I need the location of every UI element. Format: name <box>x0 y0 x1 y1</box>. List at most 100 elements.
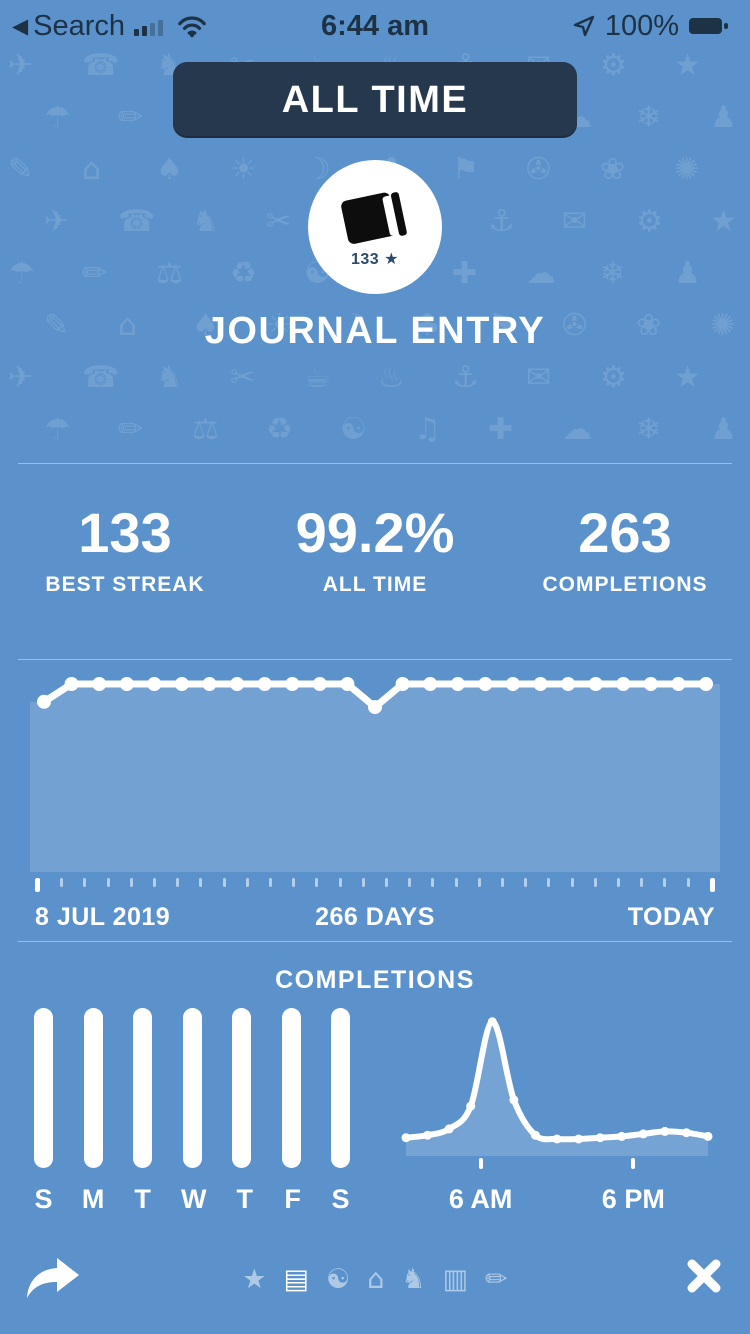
cellular-signal-icon <box>134 20 164 36</box>
weekday-label: W <box>180 1184 207 1214</box>
watermark-icon: ❀ <box>600 152 626 187</box>
watermark-icon: ☯ <box>340 412 367 447</box>
timeline-tick <box>547 878 551 887</box>
divider <box>18 941 732 942</box>
pen-icon[interactable]: ✏ <box>485 1264 508 1295</box>
back-chevron-icon: ◀ <box>12 13 29 38</box>
timeline-tick <box>292 878 296 887</box>
time-label: 6:44 am <box>320 9 430 42</box>
divider <box>18 463 732 464</box>
range-mid-label: 266 DAYS <box>315 903 435 931</box>
weekday-bar <box>331 1008 350 1168</box>
timeline-tick <box>153 878 157 887</box>
watermark-icon: ✎ <box>8 152 34 187</box>
location-arrow-icon <box>573 15 595 37</box>
watermark-icon: ⚙ <box>600 48 627 83</box>
watermark-icon: ☁ <box>562 412 592 447</box>
timeline-tick <box>315 878 319 887</box>
watermark-icon: ✉ <box>526 360 552 395</box>
stat-completions: 263 COMPLETIONS <box>500 505 750 597</box>
time-tick <box>631 1158 636 1169</box>
watermark-icon: ♞ <box>192 204 219 239</box>
share-button[interactable] <box>24 1254 82 1309</box>
watermark-icon: ⚙ <box>600 360 627 395</box>
stat-value: 263 <box>578 501 672 564</box>
watermark-icon: ✈ <box>44 204 70 239</box>
completions-title: COMPLETIONS <box>275 966 475 994</box>
watermark-icon: ❄ <box>636 412 662 447</box>
timeline-tick <box>106 878 110 887</box>
weekday-bar-chart <box>34 1008 350 1168</box>
timeline-tick <box>222 878 226 887</box>
status-bar: ◀ Search 6:44 am 100% <box>0 0 750 46</box>
bed-icon[interactable]: ⌂ <box>367 1264 385 1295</box>
watermark-icon: ★ <box>674 360 701 395</box>
watermark-icon: ♻ <box>266 412 293 447</box>
watermark-icon: ♟ <box>710 412 737 447</box>
watermark-icon: ♞ <box>156 360 183 395</box>
watermark-icon: ⚙ <box>636 204 663 239</box>
watermark-icon: ☎ <box>82 360 120 395</box>
weekday-label: T <box>236 1184 254 1214</box>
watermark-icon: ☎ <box>118 204 156 239</box>
time-tick-row <box>398 1158 716 1172</box>
stat-value: 99.2% <box>295 501 455 564</box>
watermark-icon: ✏ <box>118 412 144 447</box>
streak-count-badge: 133 ★ <box>351 250 399 268</box>
weekday-bar <box>232 1008 251 1168</box>
watermark-icon: ☎ <box>82 48 120 83</box>
timeline-tick <box>338 878 342 887</box>
timeline-tick <box>709 878 715 892</box>
back-label: Search <box>33 9 126 42</box>
stats-row: 133 BEST STREAK 99.2% ALL TIME 263 COMPL… <box>0 505 750 597</box>
weekday-bar <box>83 1008 103 1168</box>
bird-icon[interactable]: ♞ <box>401 1264 426 1295</box>
weekday-label: S <box>34 1184 53 1214</box>
watermark-icon: ✇ <box>526 152 552 187</box>
weekday-bar <box>133 1008 152 1168</box>
timeline-tick <box>663 878 667 887</box>
stat-all-time: 99.2% ALL TIME <box>250 505 500 597</box>
book-icon <box>341 191 407 244</box>
habit-title: JOURNAL ENTRY <box>204 310 546 352</box>
weekday-bar <box>182 1008 202 1168</box>
divider <box>18 659 732 660</box>
time-chart-svg <box>401 1017 713 1156</box>
watermark-icon: ♟ <box>710 100 737 135</box>
timeline-tick-row <box>35 878 715 892</box>
period-button[interactable]: ALL TIME <box>173 62 577 138</box>
timeline-tick <box>640 878 644 887</box>
journal-icon[interactable]: ▤ <box>283 1264 310 1295</box>
watermark-icon: ♟ <box>674 256 701 291</box>
share-arrow-icon <box>27 1258 79 1298</box>
weekday-label: M <box>81 1184 105 1214</box>
watermark-icon: ⚓ <box>452 360 479 395</box>
wifi-icon <box>178 16 206 37</box>
watermark-icon: ⚖ <box>192 412 219 447</box>
weekday-bar <box>281 1008 301 1168</box>
timeline-tick <box>176 878 180 887</box>
brain-icon[interactable]: ☯ <box>326 1264 351 1295</box>
star-icon[interactable]: ★ <box>242 1264 267 1295</box>
timeline-tick <box>501 878 505 887</box>
time-tick <box>478 1158 483 1169</box>
watermark-icon: ☂ <box>44 412 71 447</box>
timeline-tick <box>686 878 690 887</box>
watermark-icon: ✈ <box>8 48 34 83</box>
weekday-bar <box>34 1008 53 1168</box>
back-link[interactable]: ◀ Search <box>12 10 125 43</box>
timeline-tick <box>245 878 249 887</box>
watermark-icon: ⚑ <box>452 152 479 187</box>
weekday-label: S <box>331 1184 350 1214</box>
timeline-tick <box>454 878 458 887</box>
watermark-icon: ✏ <box>82 256 108 291</box>
time-of-day-chart <box>398 1004 716 1156</box>
watermark-icon: ⚖ <box>156 256 183 291</box>
watermark-icon: ✏ <box>118 100 144 135</box>
watermark-icon: ✂ <box>230 360 256 395</box>
streak-chart-svg <box>30 677 720 872</box>
close-button[interactable] <box>684 1256 724 1301</box>
book-icon[interactable]: ▥ <box>442 1264 469 1295</box>
watermark-icon: ⚓ <box>488 204 515 239</box>
